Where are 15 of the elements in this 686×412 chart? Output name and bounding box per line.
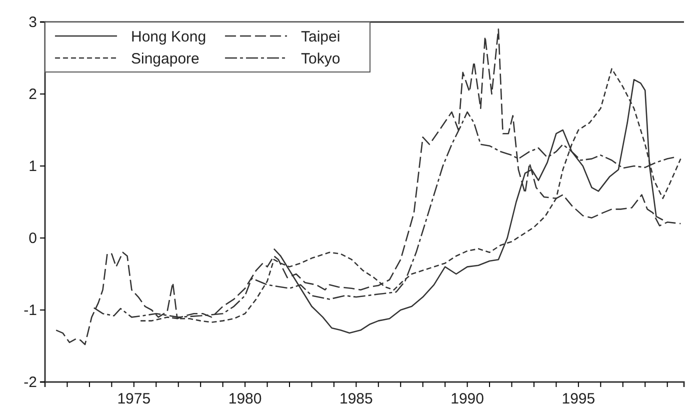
y-tick-label: 0 (28, 230, 37, 247)
x-tick-label: 1985 (339, 390, 373, 408)
y-tick-label: -1 (24, 302, 37, 319)
y-tick-label: 3 (28, 14, 37, 31)
legend-label: Singapore (131, 50, 200, 68)
y-tick-label: 1 (28, 158, 37, 175)
x-tick-label: 1980 (228, 390, 262, 408)
y-tick-label: -2 (24, 374, 37, 391)
x-tick-label: 1990 (450, 390, 484, 408)
x-tick-label: 1975 (117, 390, 151, 408)
y-tick-label: 2 (28, 86, 37, 103)
x-tick-label: 1995 (562, 390, 596, 408)
legend-label: Hong Kong (131, 28, 206, 46)
legend-label: Taipei (301, 28, 340, 46)
legend-label: Tokyo (301, 50, 340, 68)
